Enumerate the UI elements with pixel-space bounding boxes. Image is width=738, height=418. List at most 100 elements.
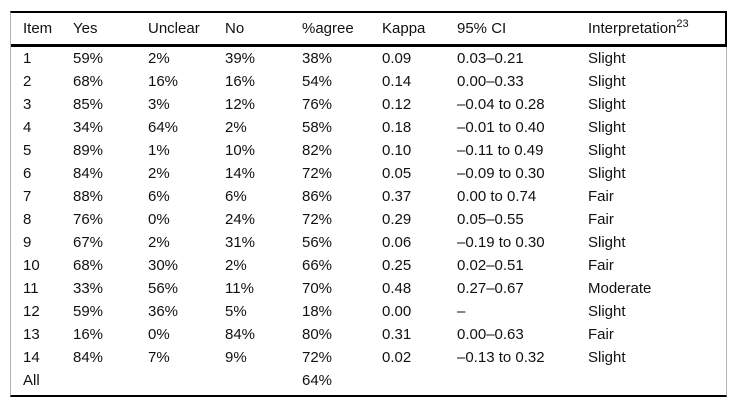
cell-kappa bbox=[382, 369, 457, 392]
cell-item: 14 bbox=[23, 349, 40, 366]
cell-no: 9% bbox=[225, 349, 247, 366]
agreement-table-grid: Item Yes Unclear No %agree Kappa 95% CI … bbox=[11, 13, 726, 392]
cell-yes: 85% bbox=[73, 96, 104, 113]
cell-yes: 89% bbox=[73, 142, 104, 159]
cell-ci: –0.09 to 0.30 bbox=[457, 165, 545, 182]
cell-ci: –0.11 to 0.49 bbox=[457, 142, 544, 159]
col-header-agree: %agree bbox=[302, 13, 382, 47]
cell-agree: 72% bbox=[302, 165, 333, 182]
cell-kappa: 0.02 bbox=[382, 349, 412, 366]
cell-kappa: 0.29 bbox=[382, 211, 412, 228]
table-row: 4 34% 64% 2% 58% 0.18 –0.01 to 0.40 Slight bbox=[11, 116, 726, 139]
table-row: 11 33% 56% 11% 70% 0.48 0.27–0.67 Moderate bbox=[11, 277, 726, 300]
cell-no: 12% bbox=[225, 96, 256, 113]
cell-item: 1 bbox=[23, 50, 32, 67]
cell-unclear: 2% bbox=[148, 234, 170, 251]
cell-no bbox=[225, 369, 302, 392]
table-row: 12 59% 36% 5% 18% 0.00 – Slight bbox=[11, 300, 726, 323]
cell-no: 10% bbox=[225, 142, 256, 159]
cell-interpretation: Slight bbox=[588, 50, 626, 67]
cell-agree: 18% bbox=[302, 303, 333, 320]
cell-no: 2% bbox=[225, 257, 247, 274]
cell-item: 10 bbox=[23, 257, 40, 274]
cell-agree: 38% bbox=[302, 50, 333, 67]
col-header-item: Item bbox=[11, 13, 73, 47]
cell-agree: 58% bbox=[302, 119, 333, 136]
cell-ci: 0.03–0.21 bbox=[457, 50, 524, 67]
cell-kappa: 0.09 bbox=[382, 50, 412, 67]
table-header: Item Yes Unclear No %agree Kappa 95% CI … bbox=[11, 13, 726, 47]
cell-yes: 84% bbox=[73, 165, 104, 182]
col-header-ci: 95% CI bbox=[457, 13, 588, 47]
cell-agree: 80% bbox=[302, 326, 333, 343]
cell-item: 5 bbox=[23, 142, 32, 159]
table-row: 1 59% 2% 39% 38% 0.09 0.03–0.21 Slight bbox=[11, 46, 726, 71]
table-row: All 64% bbox=[11, 369, 726, 392]
table-row: 3 85% 3% 12% 76% 0.12 –0.04 to 0.28 Slight bbox=[11, 93, 726, 116]
cell-no: 24% bbox=[225, 211, 256, 228]
cell-kappa: 0.12 bbox=[382, 96, 412, 113]
cell-ci: –0.19 to 0.30 bbox=[457, 234, 545, 251]
cell-unclear: 0% bbox=[148, 211, 170, 228]
cell-unclear: 36% bbox=[148, 303, 179, 320]
cell-interpretation: Slight bbox=[588, 73, 626, 90]
cell-interpretation bbox=[588, 369, 726, 392]
cell-unclear: 30% bbox=[148, 257, 179, 274]
table-row: 5 89% 1% 10% 82% 0.10 –0.11 to 0.49 Slight bbox=[11, 139, 726, 162]
cell-interpretation: Fair bbox=[588, 211, 614, 228]
cell-ci: – bbox=[457, 303, 466, 320]
cell-ci: –0.04 to 0.28 bbox=[457, 96, 545, 113]
cell-yes: 34% bbox=[73, 119, 104, 136]
cell-interpretation: Slight bbox=[588, 303, 626, 320]
cell-unclear: 2% bbox=[148, 50, 170, 67]
cell-interpretation: Fair bbox=[588, 257, 614, 274]
table-body: 1 59% 2% 39% 38% 0.09 0.03–0.21 Slight 2 68% 16% 16… bbox=[11, 46, 726, 393]
table-row: 10 68% 30% 2% 66% 0.25 0.02–0.51 Fair bbox=[11, 254, 726, 277]
cell-yes: 68% bbox=[73, 73, 104, 90]
cell-yes: 59% bbox=[73, 50, 104, 67]
header-row: Item Yes Unclear No %agree Kappa 95% CI … bbox=[11, 13, 726, 47]
cell-no: 31% bbox=[225, 234, 256, 251]
table-row: 13 16% 0% 84% 80% 0.31 0.00–0.63 Fair bbox=[11, 323, 726, 346]
table-row: 6 84% 2% 14% 72% 0.05 –0.09 to 0.30 Slight bbox=[11, 162, 726, 185]
cell-ci: 0.00–0.63 bbox=[457, 326, 524, 343]
cell-no: 14% bbox=[225, 165, 256, 182]
table-row: 9 67% 2% 31% 56% 0.06 –0.19 to 0.30 Slight bbox=[11, 231, 726, 254]
cell-unclear: 64% bbox=[148, 119, 179, 136]
cell-kappa: 0.37 bbox=[382, 188, 412, 205]
cell-unclear: 3% bbox=[148, 96, 170, 113]
cell-ci: –0.13 to 0.32 bbox=[457, 349, 545, 366]
cell-yes bbox=[73, 369, 148, 392]
cell-yes: 84% bbox=[73, 349, 104, 366]
cell-agree: 56% bbox=[302, 234, 333, 251]
cell-agree: 70% bbox=[302, 280, 333, 297]
cell-yes: 67% bbox=[73, 234, 104, 251]
cell-agree: 72% bbox=[302, 349, 333, 366]
cell-no: 6% bbox=[225, 188, 247, 205]
cell-ci: 0.00–0.33 bbox=[457, 73, 524, 90]
cell-ci: –0.01 to 0.40 bbox=[457, 119, 545, 136]
table-row: 7 88% 6% 6% 86% 0.37 0.00 to 0.74 Fair bbox=[11, 185, 726, 208]
cell-kappa: 0.05 bbox=[382, 165, 412, 182]
cell-item: 13 bbox=[23, 326, 40, 343]
cell-no: 84% bbox=[225, 326, 256, 343]
cell-yes: 76% bbox=[73, 211, 104, 228]
cell-interpretation: Slight bbox=[588, 96, 626, 113]
cell-agree: 76% bbox=[302, 96, 333, 113]
cell-interpretation: Slight bbox=[588, 165, 626, 182]
cell-unclear: 7% bbox=[148, 349, 170, 366]
cell-no: 39% bbox=[225, 50, 256, 67]
cell-interpretation: Slight bbox=[588, 119, 626, 136]
cell-item: 6 bbox=[23, 165, 32, 182]
col-header-kappa: Kappa bbox=[382, 13, 457, 47]
cell-agree: 64% bbox=[302, 372, 333, 389]
cell-unclear: 1% bbox=[148, 142, 170, 159]
cell-ci: 0.00 to 0.74 bbox=[457, 188, 537, 205]
cell-unclear: 16% bbox=[148, 73, 179, 90]
cell-kappa: 0.25 bbox=[382, 257, 412, 274]
cell-item: All bbox=[23, 372, 40, 389]
cell-ci: 0.02–0.51 bbox=[457, 257, 524, 274]
cell-agree: 54% bbox=[302, 73, 333, 90]
cell-no: 16% bbox=[225, 73, 256, 90]
col-header-interpretation-label: Interpretation bbox=[588, 20, 677, 37]
